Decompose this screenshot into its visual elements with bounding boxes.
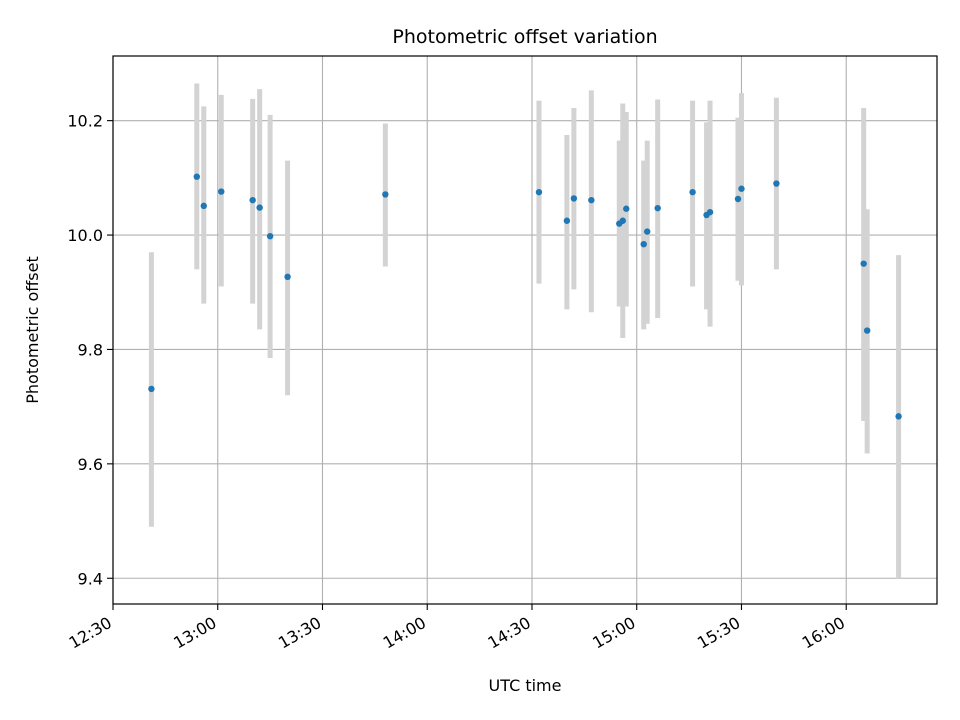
y-tick-label: 9.8	[78, 340, 103, 359]
data-point	[640, 240, 647, 248]
data-point	[256, 204, 263, 211]
data-point	[148, 385, 155, 393]
data-point	[860, 260, 867, 267]
data-point	[773, 180, 780, 187]
data-point	[200, 202, 207, 210]
data-point	[644, 228, 651, 235]
y-tick-label: 9.4	[78, 569, 103, 588]
data-point	[570, 195, 578, 202]
data-point	[218, 188, 225, 195]
data-point	[654, 204, 661, 212]
y-tick-label: 10.2	[67, 112, 103, 131]
y-axis-label: Photometric offset	[23, 256, 42, 404]
data-point	[734, 195, 742, 203]
data-point	[706, 208, 714, 216]
data-point	[249, 196, 256, 204]
data-point	[266, 232, 274, 240]
data-point	[863, 327, 871, 334]
y-tick-label: 10.0	[67, 226, 103, 245]
data-point	[619, 217, 626, 224]
plot-frame	[112, 55, 938, 605]
data-point	[535, 188, 543, 196]
data-point	[623, 205, 630, 212]
data-point	[588, 196, 595, 204]
chart-title: Photometric offset variation	[392, 26, 657, 48]
data-point	[563, 217, 571, 224]
data-point	[284, 273, 291, 281]
data-point	[193, 173, 200, 180]
data-point	[738, 185, 745, 192]
data-point	[895, 413, 902, 420]
data-point	[382, 191, 389, 198]
y-axis-ticks: 9.4 9.6 9.8 10.0 10.2	[67, 112, 113, 588]
x-axis-label: UTC time	[489, 676, 562, 695]
y-tick-label: 9.6	[78, 455, 103, 474]
data-point	[689, 188, 696, 196]
data-points	[148, 173, 902, 420]
